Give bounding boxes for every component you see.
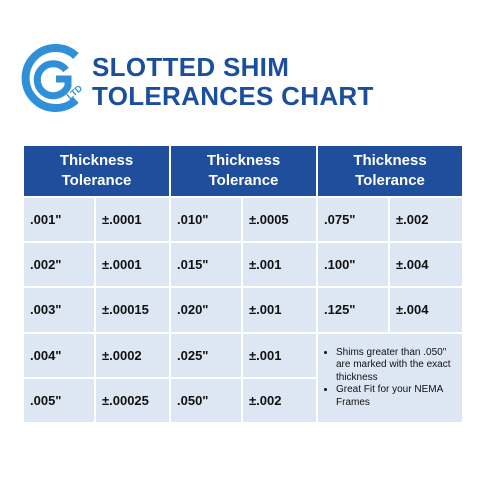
tolerance-cell: ±.001 — [242, 332, 317, 378]
tolerance-cell: ±.0002 — [95, 332, 170, 378]
note: Great Fit for your NEMA Frames — [336, 384, 462, 409]
title: TOLERANCES CHART — [92, 81, 374, 111]
thickness-cell: .100" — [317, 242, 389, 288]
header-cell: Thickness Tolerance — [23, 145, 170, 197]
notes-cell: Shims greater than .050" are marked with… — [317, 332, 463, 423]
notes-list: Shims greater than .050" are marked with… — [322, 347, 462, 410]
tolerance-cell: ±.0001 — [95, 242, 170, 288]
tolerance-cell: ±.004 — [389, 287, 463, 333]
tolerance-cell: ±.002 — [242, 377, 317, 423]
tolerance-cell: ±.0001 — [95, 197, 170, 243]
header-cell: Thickness Tolerance — [170, 145, 317, 197]
thickness-cell: .075" — [317, 197, 389, 243]
tolerance-cell: ±.004 — [389, 242, 463, 288]
tolerance-cell: ±.00025 — [95, 377, 170, 423]
header-cell: Thickness Tolerance — [317, 145, 463, 197]
note: Shims greater than .050" are marked with… — [336, 347, 462, 385]
tolerance-cell: ±.001 — [242, 242, 317, 288]
tolerance-cell: ±.0005 — [242, 197, 317, 243]
thickness-cell: .001" — [23, 197, 95, 243]
logo: LTD — [21, 44, 85, 112]
tolerance-cell: ±.00015 — [95, 287, 170, 333]
title: SLOTTED SHIM — [92, 52, 290, 82]
thickness-cell: .010" — [170, 197, 242, 243]
thickness-cell: .003" — [23, 287, 95, 333]
logo-g — [33, 60, 72, 100]
thickness-cell: .005" — [23, 377, 95, 423]
thickness-cell: .020" — [170, 287, 242, 333]
table: Thickness Tolerance .001" ±.0001.002" ±.000… — [23, 145, 463, 423]
tolerance-cell: ±.001 — [242, 287, 317, 333]
thickness-cell: .025" — [170, 332, 242, 378]
thickness-cell: .002" — [23, 242, 95, 288]
thickness-cell: .050" — [170, 377, 242, 423]
thickness-cell: .004" — [23, 332, 95, 378]
tolerance-cell: ±.002 — [389, 197, 463, 243]
thickness-cell: .125" — [317, 287, 389, 333]
thickness-cell: .015" — [170, 242, 242, 288]
logo-ring — [21, 44, 79, 112]
